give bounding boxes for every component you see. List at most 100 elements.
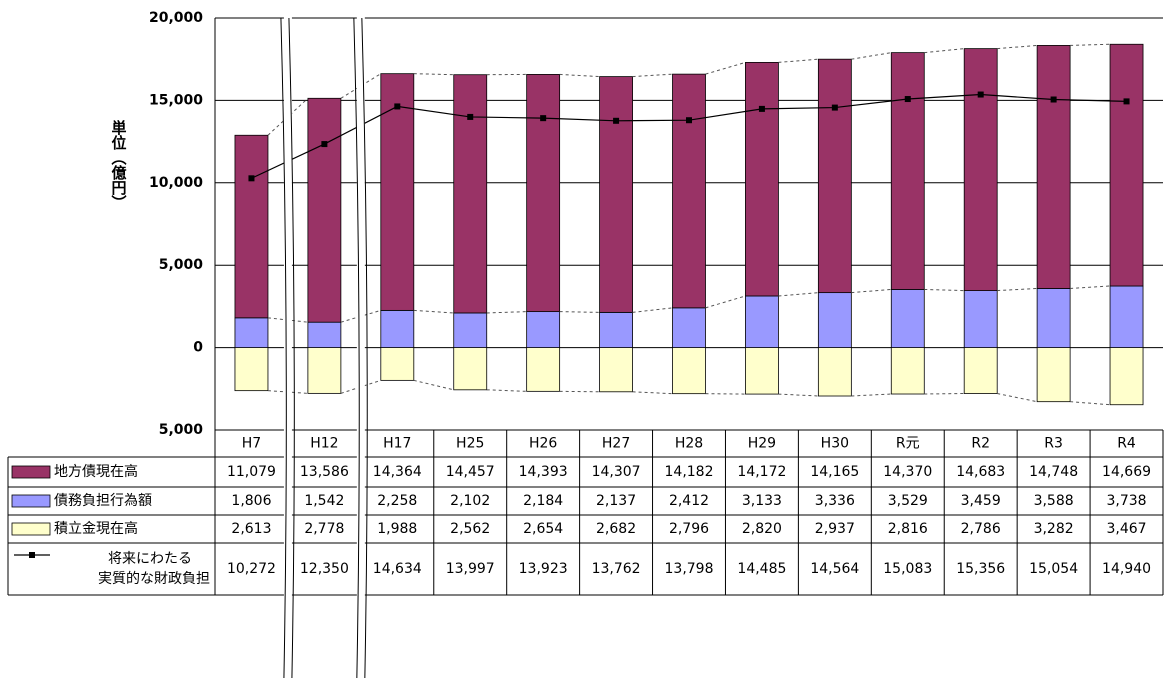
bar — [527, 74, 560, 311]
table-value: 3,133 — [742, 493, 782, 509]
bar — [673, 308, 706, 348]
table-value: 2,613 — [231, 521, 271, 537]
connector-line — [1070, 44, 1110, 45]
table-value: 14,485 — [737, 561, 786, 577]
table-value: 2,937 — [815, 521, 855, 537]
table-value: 1,988 — [377, 521, 417, 537]
connector-line — [633, 308, 673, 313]
line-marker — [978, 92, 984, 98]
line-marker — [613, 118, 619, 124]
line-marker — [686, 117, 692, 123]
bar — [527, 312, 560, 348]
table-value: 12,350 — [300, 561, 349, 577]
bar — [745, 296, 778, 348]
table-value: 2,562 — [450, 521, 490, 537]
table-value: 2,412 — [669, 493, 709, 509]
table-value: 1,806 — [231, 493, 271, 509]
bar — [1110, 286, 1143, 348]
connector-line — [997, 45, 1037, 48]
table-value: 14,940 — [1102, 561, 1151, 577]
y-tick-label: 5,000 — [159, 422, 204, 438]
connector-line — [1070, 286, 1110, 288]
table-value: 2,654 — [523, 521, 563, 537]
table-value: 14,370 — [883, 464, 932, 480]
bar — [600, 348, 633, 392]
table-value: 3,588 — [1034, 493, 1074, 509]
connector-line — [633, 74, 673, 76]
table-value: 15,083 — [883, 561, 932, 577]
bar — [818, 59, 851, 292]
table-value: 15,054 — [1029, 561, 1078, 577]
bar — [381, 348, 414, 381]
bar — [818, 293, 851, 348]
bar — [891, 53, 924, 290]
table-value: 2,102 — [450, 493, 490, 509]
table-value: 14,307 — [592, 464, 641, 480]
connector-line — [633, 392, 673, 394]
x-tick-label: H27 — [602, 436, 630, 452]
bar — [235, 318, 268, 348]
line-marker — [467, 114, 473, 120]
connector-line — [778, 394, 818, 396]
table-value: 2,137 — [596, 493, 636, 509]
connector-line — [997, 288, 1037, 290]
table-value: 14,669 — [1102, 464, 1151, 480]
bar — [964, 348, 997, 394]
table-value: 2,796 — [669, 521, 709, 537]
x-tick-label: H29 — [748, 436, 776, 452]
bar — [673, 348, 706, 394]
bar — [745, 348, 778, 394]
bar — [891, 348, 924, 394]
legend-swatch — [12, 466, 50, 478]
y-axis-label: 単位（億円） — [110, 119, 128, 210]
y-tick-label: 0 — [193, 340, 203, 356]
line-marker — [248, 175, 254, 181]
line-marker — [540, 115, 546, 121]
bar — [964, 49, 997, 291]
x-tick-label: H12 — [310, 436, 338, 452]
line-marker — [321, 141, 327, 147]
connector-line — [924, 49, 964, 53]
bar — [818, 348, 851, 396]
bar — [1037, 288, 1070, 347]
table-value: 14,182 — [665, 464, 714, 480]
x-tick-label: H17 — [383, 436, 411, 452]
table-value: 14,393 — [519, 464, 568, 480]
bar — [308, 98, 341, 322]
bar — [1037, 348, 1070, 402]
connector-line — [778, 59, 818, 62]
x-tick-label: R元 — [896, 436, 920, 452]
bar — [527, 348, 560, 392]
x-tick-label: R3 — [1044, 436, 1063, 452]
bar — [1110, 44, 1143, 286]
table-value: 14,165 — [810, 464, 859, 480]
table-value: 2,786 — [961, 521, 1001, 537]
bar — [454, 348, 487, 390]
bar — [1037, 45, 1070, 288]
connector-line — [487, 390, 527, 392]
line-marker — [905, 96, 911, 102]
table-value: 14,172 — [737, 464, 786, 480]
table-value: 2,184 — [523, 493, 563, 509]
bar — [600, 77, 633, 313]
bar — [308, 322, 341, 347]
legend-marker — [29, 552, 35, 558]
connector-line — [706, 62, 746, 74]
legend-label: 債務負担行為額 — [54, 493, 152, 509]
table-value: 14,683 — [956, 464, 1005, 480]
legend-swatch — [12, 495, 50, 507]
bar — [454, 313, 487, 348]
x-tick-label: H26 — [529, 436, 557, 452]
y-tick-label: 15,000 — [149, 92, 203, 108]
bar — [891, 289, 924, 347]
table-value: 14,634 — [373, 561, 422, 577]
x-tick-label: H7 — [242, 436, 261, 452]
connector-line — [706, 296, 746, 308]
legend-label: 積立金現在高 — [54, 520, 138, 537]
bar — [235, 348, 268, 391]
connector-line — [997, 394, 1037, 402]
table-value: 13,762 — [592, 561, 641, 577]
bar — [673, 74, 706, 308]
connector-line — [487, 312, 527, 313]
